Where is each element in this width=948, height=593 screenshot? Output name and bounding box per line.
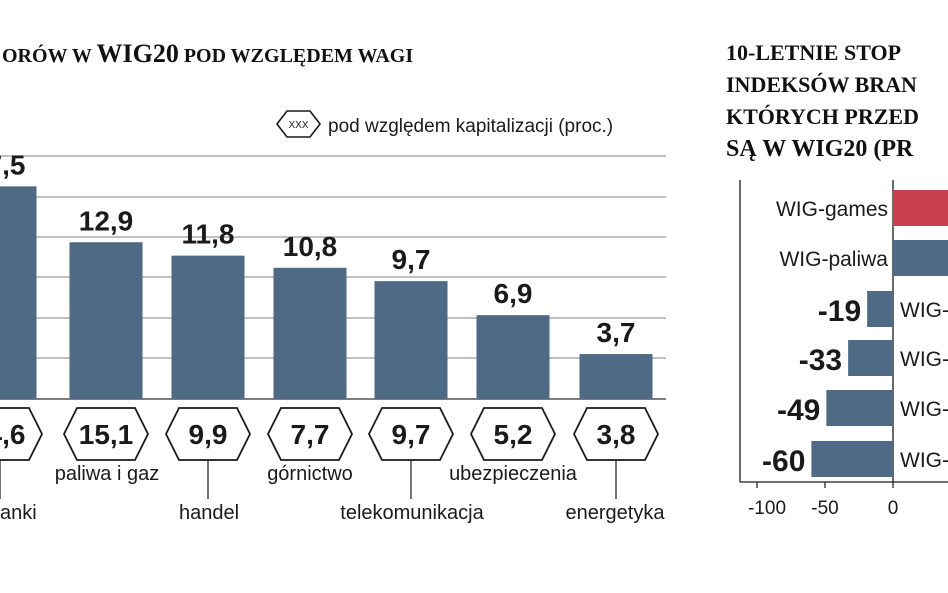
row-label: WIG- [900, 299, 948, 322]
cap-badge-hexagon [469, 407, 557, 461]
bar-positive [893, 240, 948, 276]
legend-text: pod względem kapitalizacji (proc.) [328, 116, 613, 137]
bar-value-label: 10,8 [283, 231, 338, 262]
cap-badge-hexagon [62, 407, 150, 461]
bar-value-label: -49 [777, 394, 820, 427]
category-label: handel [179, 502, 239, 524]
bar [0, 186, 37, 399]
right-title-line-4: SĄ W WIG20 (PR [726, 136, 914, 162]
row-label: WIG-games [776, 198, 888, 221]
bar-value-label: -33 [799, 344, 842, 377]
bar-value-label: 9,7 [392, 244, 431, 275]
row-label: WIG- [900, 348, 948, 371]
legend-hexagon-icon [275, 110, 322, 138]
category-label: anki [0, 502, 37, 524]
cap-badge-value: 7,7 [291, 419, 330, 450]
bar-positive-red [893, 190, 948, 226]
right-chart-title: 10-LETNIE STOP INDEKSÓW BRAN KTÓRYCH PRZ… [726, 40, 919, 162]
category-label: telekomunikacja [340, 502, 484, 524]
left-chart-title: ORÓW W WIG20 POD WZGLĘDEM WAGI [2, 39, 413, 68]
bar [476, 315, 550, 399]
legend: XXX pod względem kapitalizacji (proc.) [275, 110, 613, 138]
bar-negative [848, 340, 893, 376]
right-title-line-1: 10-LETNIE STOP [726, 40, 901, 65]
cap-badge-hexagon [266, 407, 354, 461]
left-bar-chart: 7,5 4,6 12,9 15,1 11,8 9,9 10,8 7,7 9,7 9,7 6,9 5,2… [0, 149, 666, 524]
cap-badge-value: 15,1 [79, 419, 134, 450]
cap-badge-value: 9,7 [392, 419, 431, 450]
bar-value-label: -60 [762, 445, 805, 478]
cap-badge-value: 9,9 [189, 419, 228, 450]
bar-negative [826, 390, 893, 426]
bar [273, 267, 347, 399]
bar [374, 281, 448, 399]
row-label: WIG-paliwa [779, 248, 888, 271]
bar-value-label: 11,8 [182, 219, 235, 250]
bar-value-label: 6,9 [494, 278, 533, 309]
category-label: ubezpieczenia [449, 463, 578, 485]
cap-badge-hexagon [367, 407, 455, 461]
category-label: górnictwo [267, 463, 353, 485]
bar-value-label: 7,5 [0, 149, 25, 180]
legend-badge: XXX [288, 120, 308, 131]
bar-negative [811, 441, 893, 477]
right-title-line-3: KTÓRYCH PRZED [726, 104, 919, 129]
bar-value-label: -19 [818, 295, 861, 328]
cap-badge-hexagon [164, 407, 252, 461]
bar [69, 242, 143, 399]
x-tick-label: -100 [748, 498, 786, 519]
cap-badge-hexagon [572, 407, 660, 461]
row-label: WIG- [900, 398, 948, 421]
category-label: energetyka [566, 502, 666, 524]
x-tick-label: -50 [811, 498, 838, 519]
bar-negative [867, 291, 893, 327]
cap-badge-value: 3,8 [597, 419, 636, 450]
row-label: WIG- [900, 449, 948, 472]
bar-value-label: 12,9 [79, 205, 134, 236]
x-tick-label: 0 [888, 498, 899, 519]
bar-value-label: 3,7 [597, 317, 636, 348]
bar [171, 255, 245, 399]
cap-badge-value: 5,2 [494, 419, 533, 450]
right-title-line-2: INDEKSÓW BRAN [726, 72, 917, 97]
category-label: paliwa i gaz [55, 463, 160, 485]
cap-badge-value: 4,6 [0, 419, 25, 450]
bar [579, 354, 653, 399]
right-bar-chart: -100 -50 0 WIG-games WIG-paliwa -19 WIG- -33 WIG… [739, 180, 948, 519]
cap-badge-hexagon [0, 407, 44, 461]
